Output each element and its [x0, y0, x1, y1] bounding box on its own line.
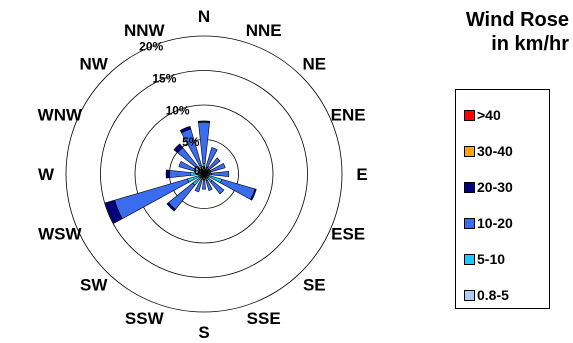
legend-item-10-20: 10-20	[464, 205, 549, 241]
legend-label: >40	[477, 107, 501, 123]
petal-bars	[104, 120, 257, 224]
direction-label-WSW: WSW	[38, 225, 82, 244]
direction-label-NE: NE	[302, 55, 326, 74]
direction-label-WNW: WNW	[38, 105, 83, 124]
legend-label: 30-40	[477, 143, 513, 159]
direction-label-SSW: SSW	[125, 309, 165, 328]
ring-gridlines	[65, 35, 343, 313]
spoke-gridlines	[198, 168, 210, 180]
spoke	[203, 171, 210, 175]
chart-title-line2: in km/hr	[491, 33, 569, 55]
ring-10%	[134, 104, 274, 244]
petal-SW-20-30	[166, 202, 176, 212]
petal-WNW-10-20	[178, 161, 197, 172]
ring-label-5%: 5%	[182, 135, 200, 149]
spoke	[198, 171, 205, 175]
direction-label-SE: SE	[303, 275, 326, 294]
spoke	[198, 173, 205, 177]
petal-NNW-20-30	[179, 125, 192, 134]
legend-item->40: >40	[464, 97, 549, 133]
legend-item-30-40: 30-40	[464, 133, 549, 169]
petal-W-20-30	[165, 169, 171, 179]
petal-W-10-20	[169, 169, 191, 179]
direction-label-N: N	[198, 7, 210, 26]
petal-N-20-30	[197, 120, 211, 123]
petal-SE-10-20	[210, 180, 225, 195]
legend-item-20-30: 20-30	[464, 169, 549, 205]
legend-label: 20-30	[477, 179, 513, 195]
spoke	[203, 173, 209, 179]
chart-title: Wind Rose in km/hr	[466, 8, 569, 56]
petal-NW-20-30	[173, 143, 184, 154]
petal-SSW-10-20	[194, 179, 203, 193]
ring-15%	[100, 70, 308, 278]
spoke	[203, 169, 209, 175]
legend-swatch	[464, 181, 475, 193]
spoke	[199, 169, 205, 175]
petal-S-10-20	[202, 179, 206, 190]
legend-label: 10-20	[477, 215, 513, 231]
chart-title-line1: Wind Rose	[465, 9, 569, 31]
legend-swatch	[464, 109, 475, 121]
legend-label: 0.8-5	[477, 287, 509, 303]
ring-20%	[65, 35, 343, 313]
petal-SSE-10-20	[205, 179, 213, 191]
spoke	[203, 168, 207, 175]
petal-N-10-20	[198, 121, 210, 165]
ring-label-0%: 0%	[194, 163, 212, 177]
spoke	[203, 173, 210, 177]
ring-label-15%: 15%	[152, 71, 176, 85]
petal-WSW-20-30	[104, 199, 123, 224]
legend-swatch	[464, 145, 475, 157]
petal-E-10-20	[211, 170, 230, 178]
spoke	[199, 173, 205, 179]
direction-label-NNW: NNW	[124, 21, 166, 40]
direction-label-E: E	[356, 165, 367, 184]
ring-label-10%: 10%	[166, 103, 190, 117]
ring-labels: 0% 5% 10% 15% 20%	[139, 40, 211, 178]
direction-label-W: W	[38, 165, 55, 184]
legend-swatch	[464, 217, 475, 229]
direction-label-ESE: ESE	[331, 225, 365, 244]
legend: >40 30-40 20-30 10-20 5-10 0.8-5	[455, 89, 550, 309]
direction-label-NW: NW	[80, 55, 109, 74]
petal-ESE-20-30	[250, 188, 257, 201]
petal-NNE-10-20	[205, 147, 218, 169]
direction-label-SSE: SSE	[247, 309, 281, 328]
spoke	[201, 168, 205, 175]
direction-labels: N NNE NE ENE E ESE SE SSE S SSW SW WSW W WNW NW NNW	[38, 7, 368, 342]
direction-label-S: S	[198, 323, 209, 342]
legend-item-5-10: 5-10	[464, 241, 549, 277]
spoke	[201, 173, 205, 180]
ring-label-20%: 20%	[139, 40, 163, 54]
direction-label-NNE: NNE	[246, 21, 282, 40]
legend-label: 5-10	[477, 251, 506, 267]
legend-swatch	[464, 289, 475, 301]
legend-swatch	[464, 253, 475, 265]
spoke	[203, 173, 207, 180]
legend-item-0.8-5: 0.8-5	[464, 277, 549, 313]
direction-label-SW: SW	[80, 275, 108, 294]
direction-label-ENE: ENE	[331, 105, 366, 124]
